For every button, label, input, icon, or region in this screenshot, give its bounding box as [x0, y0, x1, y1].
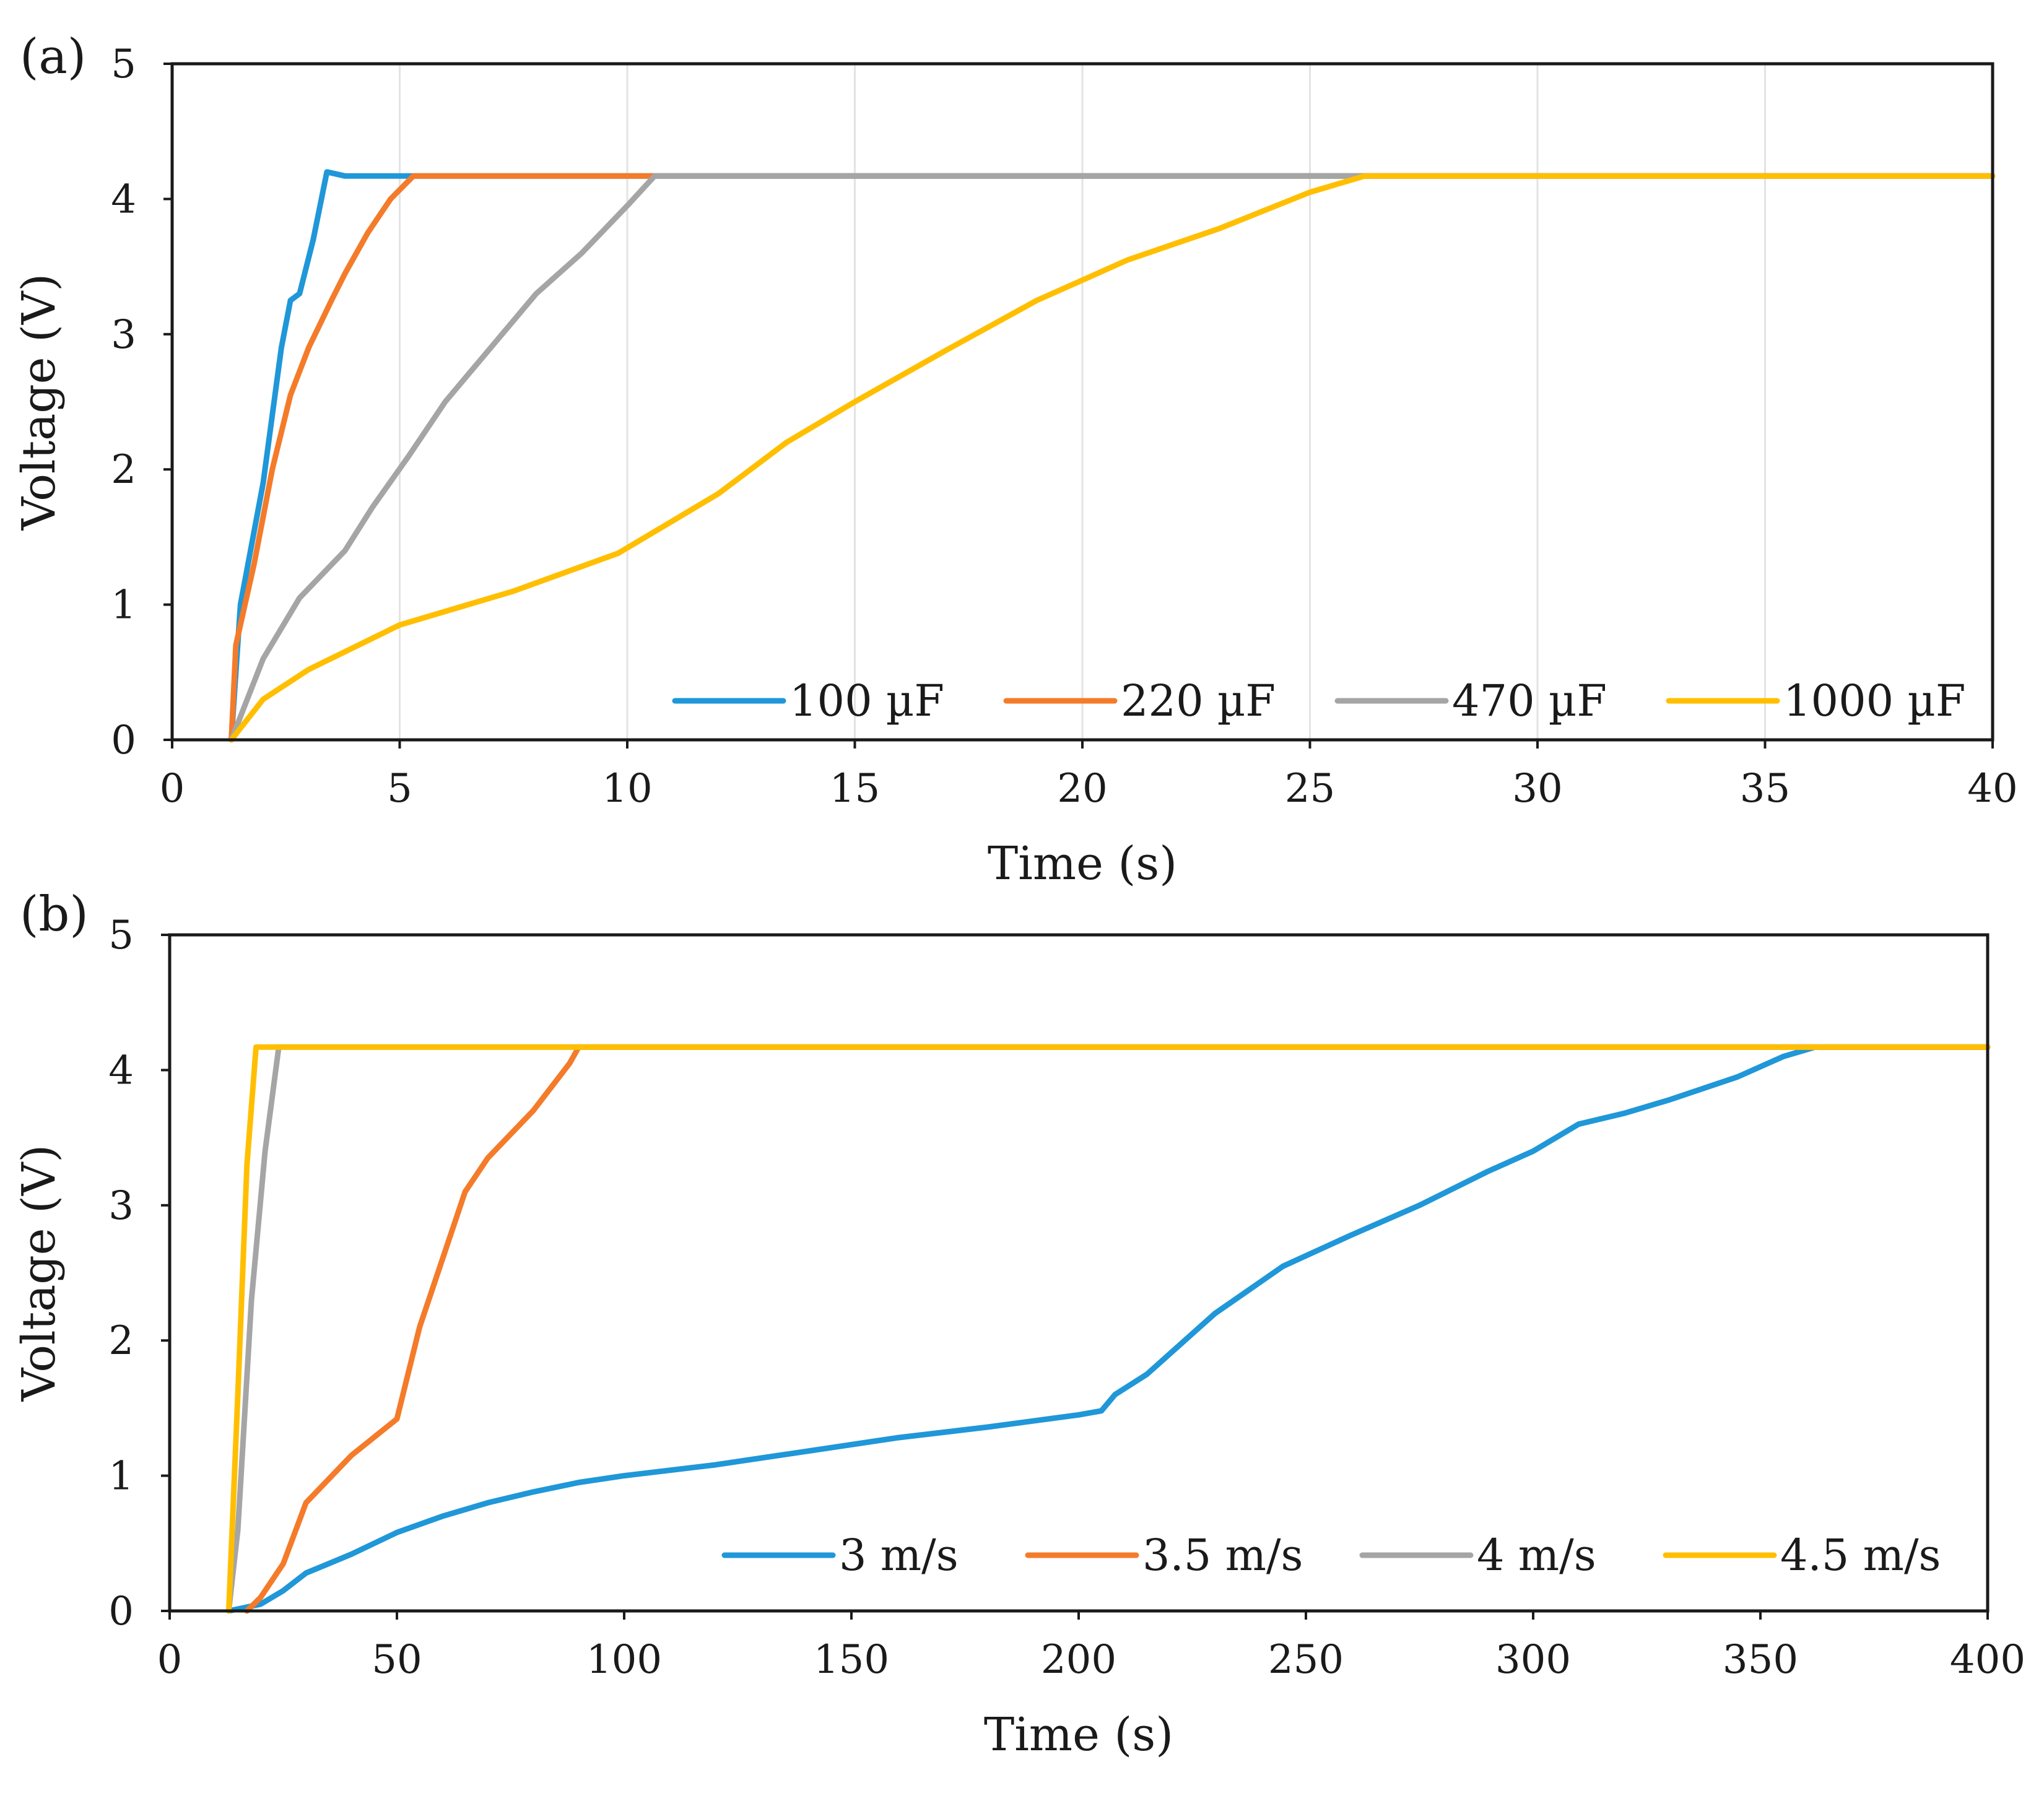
panel-label: (a)	[20, 29, 86, 85]
legend: 100 µF 220 µF 470 µF 1000 µF	[672, 675, 1965, 726]
y-tick-label: 0	[111, 718, 136, 763]
series-line-1	[225, 1044, 1991, 1614]
y-axis-title: Voltage (V)	[12, 274, 66, 531]
x-tick-label: 400	[1950, 1637, 2025, 1683]
x-tick-label: 100	[586, 1637, 662, 1683]
y-tick-label: 1	[108, 1454, 134, 1499]
legend-label: 4.5 m/s	[1780, 1530, 1941, 1581]
series-line-2	[244, 1044, 1991, 1614]
x-tick-label: 50	[372, 1637, 422, 1683]
legend-label: 3 m/s	[839, 1530, 959, 1581]
x-axis-title: Time (s)	[984, 1708, 1173, 1761]
plot-frame	[168, 933, 1990, 1613]
y-tick-label: 2	[111, 447, 136, 493]
x-tick-label: 250	[1268, 1637, 1344, 1683]
x-tick-label: 25	[1285, 766, 1335, 812]
legend-label: 4 m/s	[1477, 1530, 1596, 1581]
series-line-4	[228, 173, 1996, 743]
x-tick-label: 350	[1723, 1637, 1798, 1683]
x-tick-label: 10	[602, 766, 652, 812]
x-tick-label: 20	[1057, 766, 1107, 812]
y-tick-label: 0	[108, 1589, 134, 1634]
y-axis-title: Voltage (V)	[12, 1145, 66, 1402]
x-tick-label: 0	[160, 766, 185, 812]
y-tick-label: 3	[111, 312, 136, 358]
x-axis-title: Time (s)	[988, 837, 1177, 890]
x-tick-label: 0	[157, 1637, 183, 1683]
series-line-1	[228, 169, 1996, 743]
legend: 3 m/s 3.5 m/s 4 m/s 4.5 m/s	[721, 1530, 1941, 1581]
y-tick-label: 4	[111, 176, 136, 222]
x-tick-label: 150	[814, 1637, 889, 1683]
panel-label: (b)	[20, 887, 89, 942]
y-tick-label: 5	[108, 913, 134, 958]
legend-label: 1000 µF	[1783, 675, 1965, 726]
series-line-3	[225, 1044, 1991, 1614]
y-tick-label: 5	[111, 41, 136, 87]
y-tick-label: 4	[108, 1048, 134, 1093]
x-tick-label: 300	[1495, 1637, 1571, 1683]
y-tick-label: 3	[108, 1183, 134, 1229]
series-line-3	[228, 173, 1996, 743]
x-tick-label: 35	[1740, 766, 1790, 812]
x-tick-label: 200	[1041, 1637, 1116, 1683]
x-tick-label: 5	[387, 766, 412, 812]
x-tick-label: 40	[1967, 766, 2017, 812]
x-tick-label: 30	[1512, 766, 1562, 812]
x-tick-label: 15	[830, 766, 880, 812]
series-line-4	[225, 1044, 1991, 1614]
y-tick-label: 1	[111, 583, 136, 628]
legend-label: 470 µF	[1452, 675, 1607, 726]
y-tick-label: 2	[108, 1318, 134, 1364]
chart-panel-a: 0 5 10 15 20 25 30 35 40 0 1 2 3 4 5 Time (s) Voltage (V…	[12, 29, 2018, 890]
chart-panel-b: 0 50 100 150 200 250 300 350 400 0 1 2 3 4 5 Time (s) Vo…	[12, 887, 2025, 1761]
series-line-2	[228, 173, 1996, 743]
legend-label: 100 µF	[789, 675, 944, 726]
legend-label: 3.5 m/s	[1142, 1530, 1303, 1581]
legend-label: 220 µF	[1121, 675, 1276, 726]
